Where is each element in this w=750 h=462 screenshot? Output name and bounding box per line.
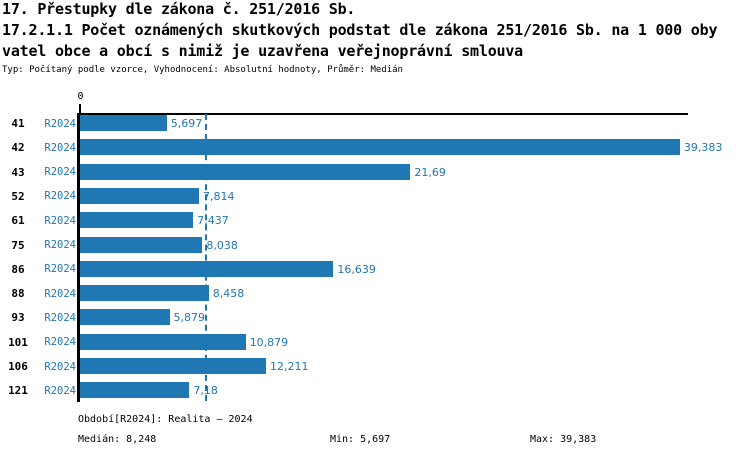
chart-subtitle-line2: vatel obce a obcí s nimiž je uzavřena ve…: [2, 42, 524, 60]
x-axis-zero-tick-label: 0: [77, 91, 84, 102]
bar: [80, 285, 209, 302]
row-category-label: 61: [11, 214, 25, 228]
bar: [80, 115, 167, 131]
bar: [80, 260, 334, 277]
bar-value-label: 5,697: [170, 117, 203, 130]
bar: [80, 309, 170, 326]
bar-value-label: 7,18: [193, 384, 218, 398]
bar: [80, 163, 411, 180]
footer-max-stat: Max: 39,383: [530, 434, 597, 445]
x-axis-zero-tick: [79, 104, 81, 113]
row-category-label: 121: [8, 384, 28, 398]
bar-value-label: 8,458: [212, 287, 245, 301]
row-series-label: R2024: [44, 166, 76, 179]
row-series-label: R2024: [44, 336, 76, 349]
bar: [80, 236, 203, 253]
bar-value-label: 7,814: [203, 189, 235, 203]
footer-period-label: Období[R2024]: Realita – 2024: [78, 414, 253, 425]
row-series-label: R2024: [44, 141, 76, 154]
row-category-label: 88: [11, 287, 25, 301]
row-series-label: R2024: [44, 311, 76, 324]
row-category-label: 52: [11, 189, 25, 203]
row-series-label: R2024: [44, 287, 76, 300]
chart-title: 17. Přestupky dle zákona č. 251/2016 Sb.: [2, 0, 356, 18]
bar-value-label: 10,879: [249, 335, 289, 349]
chart-subtitle-line1: 17.2.1.1 Počet oznámených skutkových pod…: [2, 21, 718, 39]
x-axis-line: [77, 113, 688, 115]
bar: [80, 139, 680, 156]
row-series-label: R2024: [44, 190, 76, 203]
row-series-label: R2024: [44, 263, 76, 276]
footer-median-stat: Medián: 8,248: [78, 434, 157, 445]
bar: [80, 212, 194, 229]
median-reference-line: [204, 114, 207, 401]
row-series-label: R2024: [44, 117, 76, 130]
row-category-label: 101: [8, 335, 28, 349]
row-category-label: 42: [11, 141, 25, 155]
bar-value-label: 16,639: [337, 262, 376, 276]
row-category-label: 86: [11, 262, 25, 276]
row-series-label: R2024: [44, 214, 76, 227]
row-series-label: R2024: [44, 384, 76, 397]
bar-value-label: 21,69: [414, 165, 446, 179]
bar-value-label: 12,211: [270, 360, 309, 373]
chart-meta-line: Typ: Počítaný podle vzorce, Vyhodnocení:…: [2, 65, 403, 75]
bar-value-label: 8,038: [206, 238, 238, 252]
bar-value-label: 39,383: [683, 141, 723, 155]
row-category-label: 43: [11, 165, 25, 179]
row-category-label: 93: [11, 311, 25, 325]
bar: [80, 333, 246, 350]
footer-min-stat: Min: 5,697: [330, 434, 391, 445]
row-category-label: 75: [11, 238, 25, 252]
row-series-label: R2024: [44, 239, 76, 251]
y-axis-line: [77, 113, 80, 402]
row-category-label: 41: [11, 117, 25, 130]
bar: [80, 382, 190, 399]
bar: [80, 187, 199, 204]
bar: [80, 358, 266, 374]
bar-value-label: 5,879: [173, 311, 206, 325]
row-series-label: R2024: [44, 360, 76, 373]
row-category-label: 106: [8, 360, 28, 373]
bar-value-label: 7,437: [197, 214, 229, 228]
